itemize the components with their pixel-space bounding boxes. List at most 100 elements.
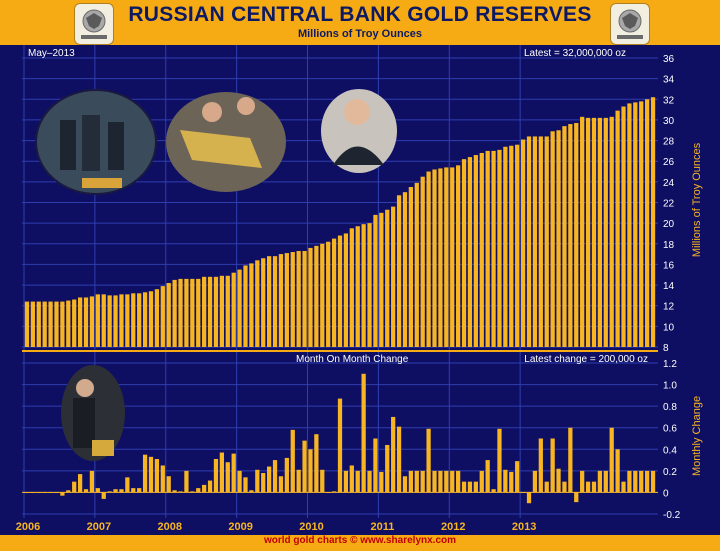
change-bar bbox=[491, 489, 496, 493]
reserve-bar bbox=[585, 117, 591, 347]
reserve-bar bbox=[467, 157, 473, 347]
change-bar bbox=[113, 489, 118, 493]
photo-vignette-officials-with-gold-bars bbox=[35, 89, 157, 195]
reserve-bar bbox=[255, 260, 260, 347]
change-bar bbox=[550, 438, 555, 493]
reserve-bar bbox=[290, 252, 295, 347]
change-bar bbox=[627, 470, 632, 493]
upper-y-tick: 34 bbox=[663, 75, 675, 86]
x-tick: 2011 bbox=[370, 521, 394, 533]
photo-vignette-official-portrait bbox=[321, 89, 397, 173]
change-bar bbox=[272, 460, 278, 493]
change-bar bbox=[603, 470, 608, 493]
change-bar bbox=[580, 470, 585, 493]
reserve-bar bbox=[196, 278, 201, 347]
upper-y-tick: 24 bbox=[663, 178, 675, 189]
change-bar bbox=[485, 460, 490, 493]
reserve-bar bbox=[60, 301, 65, 347]
reserve-bar bbox=[574, 123, 579, 348]
change-bar bbox=[373, 438, 378, 493]
reserve-bar bbox=[249, 263, 254, 347]
upper-y-tick: 8 bbox=[663, 343, 669, 354]
change-bar bbox=[83, 489, 89, 493]
change-bar bbox=[95, 488, 100, 493]
change-bar bbox=[196, 488, 201, 493]
reserve-bar bbox=[503, 146, 508, 347]
reserve-bar bbox=[645, 99, 650, 348]
change-bar bbox=[77, 474, 83, 493]
upper-y-tick: 30 bbox=[663, 116, 675, 127]
change-bar bbox=[302, 440, 307, 493]
upper-y-tick: 22 bbox=[663, 199, 675, 210]
change-bar bbox=[396, 426, 402, 493]
reserve-bar bbox=[627, 103, 632, 348]
reserve-bar bbox=[83, 297, 89, 347]
change-bar bbox=[178, 491, 183, 493]
reserve-bar bbox=[36, 301, 41, 347]
change-bar bbox=[544, 481, 549, 493]
reserve-bar bbox=[142, 292, 148, 347]
reserve-bar bbox=[166, 283, 171, 347]
reserve-bar bbox=[456, 165, 461, 347]
reserve-bar bbox=[343, 233, 349, 347]
change-bar bbox=[438, 470, 443, 493]
x-tick: 2009 bbox=[228, 521, 252, 533]
reserve-bar bbox=[225, 275, 230, 347]
reserve-bar bbox=[450, 167, 455, 347]
x-tick: 2008 bbox=[158, 521, 182, 533]
change-bar bbox=[444, 470, 449, 493]
change-bar bbox=[432, 470, 437, 493]
change-bar bbox=[526, 492, 532, 504]
upper-latest-label: Latest = 32,000,000 oz bbox=[524, 48, 626, 59]
reserve-bar bbox=[414, 182, 419, 347]
change-bar bbox=[137, 488, 142, 493]
reserve-bar bbox=[207, 276, 213, 347]
change-bar bbox=[562, 481, 567, 493]
reserve-bar bbox=[361, 224, 366, 347]
change-bar bbox=[142, 454, 148, 493]
reserve-bar bbox=[137, 293, 142, 347]
x-tick: 2006 bbox=[16, 521, 40, 533]
change-bar bbox=[66, 490, 71, 493]
change-bar bbox=[119, 489, 124, 493]
lower-y-axis-title: Monthly Change bbox=[691, 396, 703, 476]
change-bar bbox=[391, 416, 396, 493]
change-bar bbox=[367, 470, 372, 493]
reserve-bar bbox=[284, 253, 289, 347]
x-tick: 2010 bbox=[299, 521, 323, 533]
reserve-bar bbox=[597, 117, 603, 347]
reserve-bar bbox=[373, 214, 378, 347]
change-bar bbox=[190, 491, 195, 493]
change-bar bbox=[284, 457, 289, 493]
change-bar bbox=[89, 470, 95, 493]
change-bar bbox=[249, 490, 254, 493]
reserve-bar bbox=[320, 243, 325, 347]
change-bar bbox=[154, 458, 160, 493]
upper-y-tick: 16 bbox=[663, 260, 675, 271]
reserve-bar bbox=[119, 294, 124, 347]
reserve-bar bbox=[509, 145, 514, 347]
reserve-bar bbox=[396, 195, 402, 347]
change-bars bbox=[24, 373, 656, 504]
reserve-bar bbox=[30, 301, 35, 347]
reserve-bar bbox=[326, 241, 331, 347]
reserve-bar bbox=[219, 275, 224, 347]
lower-y-tick: -0.2 bbox=[663, 510, 681, 521]
change-bar bbox=[308, 449, 313, 493]
change-bar bbox=[266, 466, 272, 493]
reserve-bar bbox=[95, 294, 100, 347]
lower-y-tick: 0 bbox=[663, 488, 669, 499]
reserve-bar bbox=[213, 276, 219, 347]
reserve-bar bbox=[379, 212, 384, 347]
upper-y-tick: 26 bbox=[663, 157, 675, 168]
lower-y-tick-labels: -0.2 0 0.2 0.4 0.6 0.8 1.0 1.2 bbox=[663, 359, 681, 521]
change-bar bbox=[379, 471, 384, 493]
reserve-bar bbox=[243, 265, 248, 347]
change-bar bbox=[574, 492, 579, 503]
right-axis-strip bbox=[658, 45, 720, 518]
change-bar bbox=[172, 490, 177, 493]
lower-y-tick: 0.2 bbox=[663, 467, 677, 478]
x-tick: 2012 bbox=[441, 521, 465, 533]
change-bar bbox=[207, 480, 213, 493]
change-bar bbox=[278, 476, 284, 493]
